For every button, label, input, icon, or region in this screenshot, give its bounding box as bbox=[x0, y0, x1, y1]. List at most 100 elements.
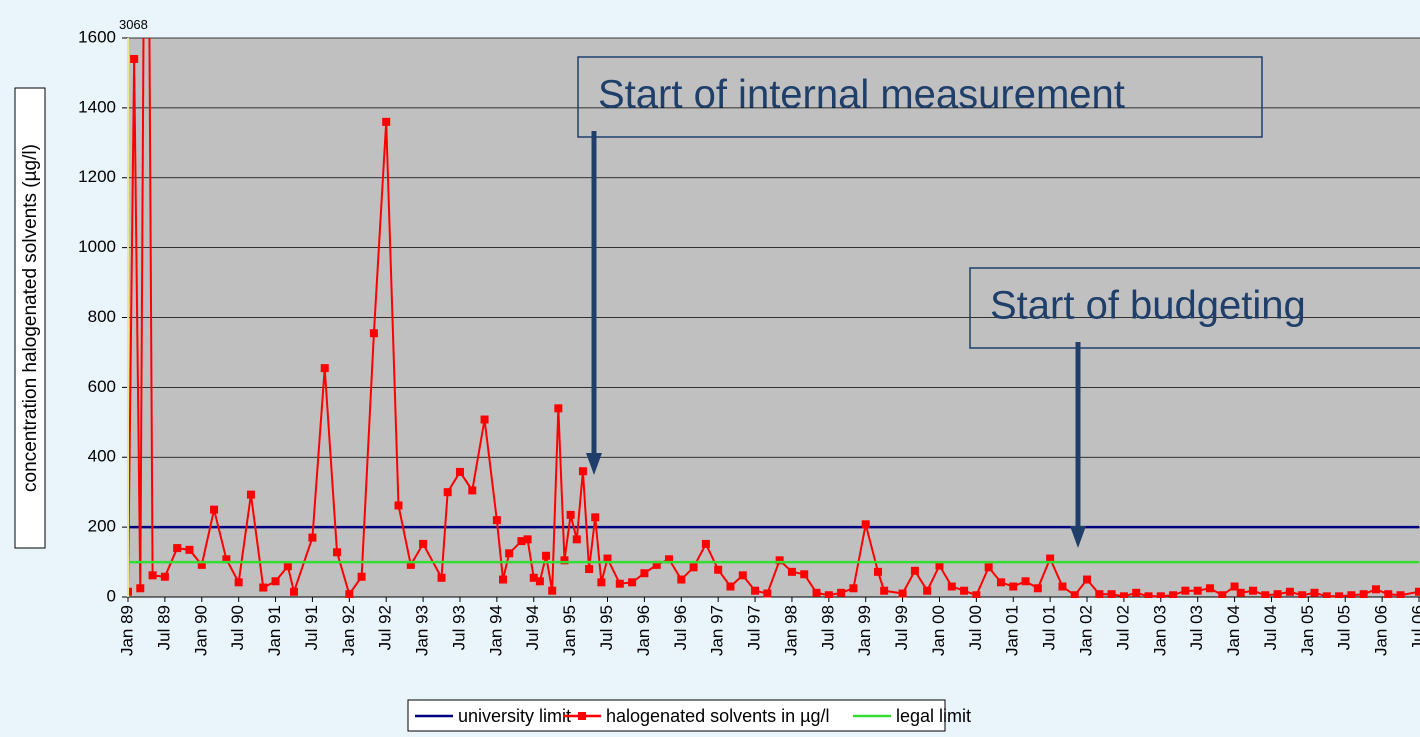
marker bbox=[1205, 584, 1214, 593]
marker bbox=[320, 364, 329, 373]
marker bbox=[160, 572, 169, 581]
marker bbox=[333, 548, 342, 557]
marker bbox=[246, 490, 255, 499]
marker bbox=[628, 578, 637, 587]
marker bbox=[136, 584, 145, 593]
x-tick-label: Jul 97 bbox=[745, 605, 764, 650]
marker bbox=[585, 565, 594, 574]
marker bbox=[535, 577, 544, 586]
marker bbox=[874, 567, 883, 576]
legend-label: halogenated solvents in µg/l bbox=[606, 706, 830, 726]
marker bbox=[1335, 592, 1344, 598]
marker bbox=[148, 571, 157, 580]
x-tick-label: Jan 93 bbox=[413, 605, 432, 656]
data-label: 3068 bbox=[119, 17, 148, 32]
marker bbox=[775, 556, 784, 565]
x-tick-label: Jul 94 bbox=[523, 605, 542, 650]
x-tick-label: Jul 90 bbox=[228, 605, 247, 650]
marker bbox=[394, 501, 403, 510]
marker bbox=[947, 582, 956, 591]
marker bbox=[880, 586, 889, 595]
marker bbox=[1046, 554, 1055, 563]
arrow-head bbox=[1070, 526, 1086, 548]
marker bbox=[1347, 591, 1356, 598]
x-tick-label: Jan 05 bbox=[1298, 605, 1317, 656]
marker bbox=[972, 591, 981, 598]
marker bbox=[128, 587, 132, 596]
x-tick-label: Jul 02 bbox=[1113, 605, 1132, 650]
marker bbox=[615, 579, 624, 588]
marker bbox=[910, 566, 919, 575]
legend-label: legal limit bbox=[896, 706, 971, 726]
y-label-box bbox=[14, 87, 46, 549]
x-tick-label: Jul 05 bbox=[1335, 605, 1354, 650]
marker bbox=[677, 575, 686, 584]
marker bbox=[689, 563, 698, 572]
x-tick-label: Jul 00 bbox=[966, 605, 985, 650]
marker bbox=[130, 54, 139, 63]
marker bbox=[554, 404, 563, 413]
marker bbox=[898, 589, 907, 598]
marker bbox=[1415, 587, 1420, 596]
x-tick-label: Jul 06 bbox=[1408, 605, 1420, 650]
x-tick-label: Jan 01 bbox=[1003, 605, 1022, 656]
y-tick-label: 1200 bbox=[78, 167, 116, 186]
marker bbox=[578, 467, 587, 476]
marker bbox=[210, 505, 219, 514]
marker bbox=[419, 539, 428, 548]
x-tick-label: Jan 91 bbox=[265, 605, 284, 656]
marker bbox=[289, 587, 298, 596]
x-tick-label: Jan 98 bbox=[781, 605, 800, 656]
x-tick-label: Jan 92 bbox=[339, 605, 358, 656]
annotation-box bbox=[969, 267, 1420, 349]
marker bbox=[517, 537, 526, 546]
y-tick-label: 0 bbox=[107, 586, 116, 605]
marker bbox=[468, 486, 477, 495]
y-label: concentration halogenated solvents (µg/l… bbox=[20, 144, 41, 492]
marker bbox=[849, 584, 858, 593]
marker bbox=[492, 516, 501, 525]
x-tick-label: Jul 03 bbox=[1187, 605, 1206, 650]
marker bbox=[308, 533, 317, 542]
marker bbox=[1156, 592, 1165, 598]
marker bbox=[1298, 591, 1307, 598]
marker bbox=[1371, 585, 1380, 594]
marker bbox=[640, 569, 649, 578]
y-tick-label: 600 bbox=[88, 377, 116, 396]
marker bbox=[1144, 592, 1153, 598]
y-tick-label: 1400 bbox=[78, 97, 116, 116]
arrow-head bbox=[586, 453, 602, 475]
marker bbox=[1261, 591, 1270, 598]
y-tick-label: 200 bbox=[88, 517, 116, 536]
annotation: Start of budgeting bbox=[990, 284, 1306, 328]
marker bbox=[1095, 590, 1104, 598]
marker bbox=[591, 513, 600, 522]
marker bbox=[1310, 588, 1319, 597]
marker bbox=[542, 551, 551, 560]
x-tick-label: Jan 95 bbox=[560, 605, 579, 656]
marker bbox=[437, 573, 446, 582]
marker bbox=[1070, 591, 1079, 598]
marker bbox=[996, 578, 1005, 587]
marker bbox=[1193, 586, 1202, 595]
marker bbox=[652, 560, 661, 569]
marker bbox=[603, 554, 612, 563]
x-tick-label: Jul 01 bbox=[1040, 605, 1059, 650]
marker bbox=[664, 555, 673, 564]
x-tick-label: Jul 91 bbox=[302, 605, 321, 650]
marker bbox=[787, 567, 796, 576]
marker bbox=[1119, 592, 1128, 598]
x-tick-label: Jan 02 bbox=[1077, 605, 1096, 656]
y-label-group: concentration halogenated solvents (µg/l… bbox=[14, 87, 46, 549]
marker bbox=[173, 544, 182, 553]
marker bbox=[1285, 587, 1294, 596]
marker bbox=[800, 570, 809, 579]
marker bbox=[1396, 591, 1405, 598]
x-tick-label: Jan 97 bbox=[708, 605, 727, 656]
marker bbox=[548, 586, 557, 595]
marker bbox=[345, 590, 354, 598]
marker bbox=[1359, 590, 1368, 598]
x-tick-label: Jan 04 bbox=[1224, 605, 1243, 656]
marker bbox=[1236, 588, 1245, 597]
